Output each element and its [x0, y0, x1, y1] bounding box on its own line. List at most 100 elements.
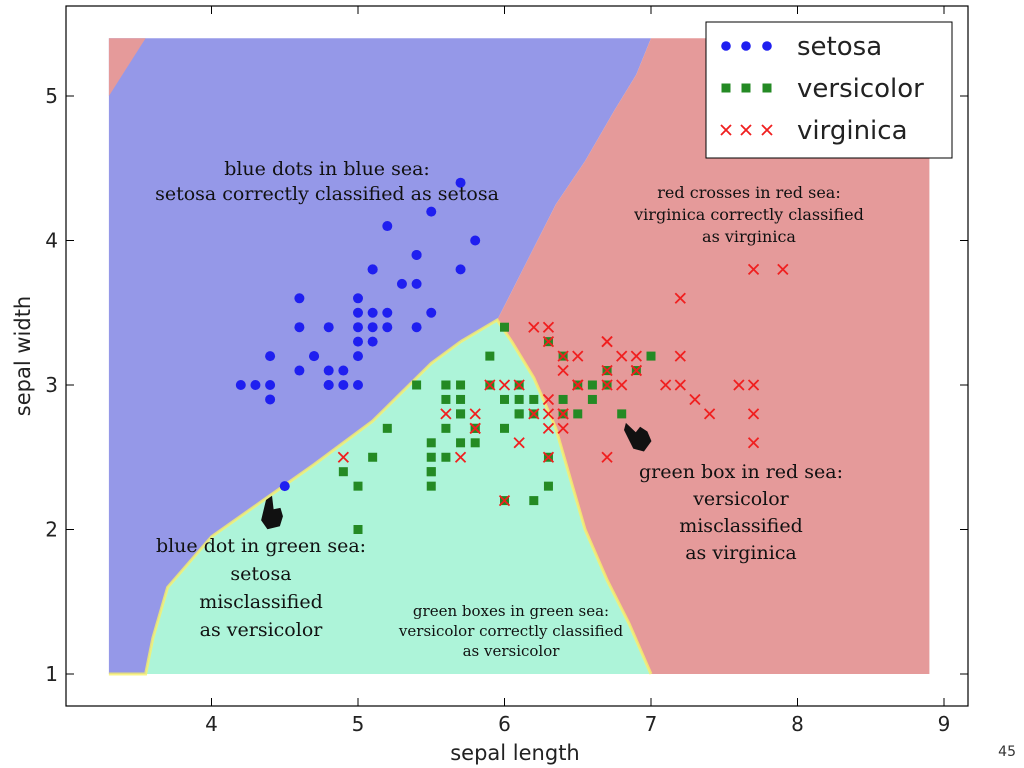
x-tick-label: 6: [498, 712, 511, 736]
setosa-point: [353, 351, 363, 362]
annotation-red-in-red: red crosses in red sea: virginica correct…: [633, 183, 864, 246]
versicolor-point: [456, 409, 466, 419]
region-setosa: [108, 38, 651, 674]
annotation-line: misclassified: [679, 515, 803, 537]
virginica-point: [557, 408, 569, 420]
versicolor-point: [485, 351, 495, 361]
legend-marker: [720, 124, 732, 136]
setosa-point: [294, 322, 305, 333]
legend-marker: [741, 83, 751, 93]
setosa-point: [294, 365, 305, 376]
setosa-point: [265, 380, 276, 390]
versicolor-point: [426, 481, 436, 491]
versicolor-point: [470, 438, 480, 448]
legend-marker: [740, 124, 752, 136]
setosa-point: [367, 322, 378, 333]
virginica-point: [484, 379, 496, 391]
versicolor-point: [426, 467, 436, 477]
annotation-line: green box in red sea:: [639, 461, 843, 483]
versicolor-point: [456, 380, 466, 390]
virginica-point: [542, 393, 555, 406]
virginica-point: [557, 350, 569, 362]
setosa-point: [455, 177, 466, 188]
virginica-point: [542, 422, 555, 434]
setosa-point: [309, 351, 320, 362]
setosa-point: [367, 336, 378, 347]
versicolor-point: [353, 481, 363, 491]
annotation-line: virginica correctly classified: [633, 205, 864, 224]
setosa-point: [279, 481, 290, 492]
annotation-blue-in-blue: blue dots in blue sea: setosa correctly c…: [155, 158, 499, 205]
versicolor-point: [514, 409, 524, 419]
virginica-point: [630, 364, 642, 377]
x-tick-label: 7: [645, 712, 658, 736]
setosa-point: [382, 322, 393, 333]
versicolor-point: [587, 380, 597, 390]
pointing-hand-icon: [624, 422, 652, 452]
virginica-point: [747, 263, 760, 276]
virginica-point: [616, 379, 628, 391]
annotation-line: as versicolor: [463, 642, 561, 660]
legend-marker: [762, 83, 772, 93]
versicolor-point: [382, 423, 392, 433]
annotation-line: versicolor: [692, 488, 789, 510]
annotation-line: misclassified: [199, 591, 323, 613]
versicolor-point: [412, 380, 422, 390]
x-axis-ticks: 4 5 6 7 8 9: [205, 6, 950, 736]
setosa-point: [265, 394, 276, 405]
setosa-point: [396, 278, 407, 289]
decision-regions: [108, 38, 930, 676]
versicolor-point: [338, 467, 348, 477]
virginica-point: [469, 422, 481, 434]
setosa-point: [353, 336, 363, 347]
legend-label-setosa: setosa: [797, 32, 882, 62]
y-tick-label: 1: [45, 662, 58, 686]
virginica-point: [528, 321, 540, 333]
annotation-line: as virginica: [685, 542, 797, 564]
virginica-point: [601, 364, 613, 377]
setosa-point: [426, 206, 437, 217]
y-tick-label: 3: [45, 373, 58, 397]
setosa-point: [235, 380, 246, 390]
legend-label-virginica: virginica: [797, 116, 908, 146]
region-virginica: [108, 38, 146, 96]
versicolor-point: [617, 409, 627, 419]
x-axis-label: sepal length: [450, 741, 580, 765]
pointer-hands: [261, 422, 652, 530]
versicolor-point: [456, 394, 466, 404]
setosa-point: [455, 264, 466, 275]
virginica-point: [528, 408, 540, 420]
setosa-point: [353, 380, 363, 390]
virginica-point: [513, 437, 525, 449]
versicolor-point: [529, 394, 539, 404]
x-tick-label: 8: [791, 712, 804, 736]
virginica-point: [674, 379, 686, 391]
legend-label-versicolor: versicolor: [797, 74, 924, 104]
y-tick-label: 2: [45, 518, 58, 542]
versicolor-point: [587, 394, 597, 404]
virginica-point: [498, 494, 511, 507]
virginica-point: [747, 408, 760, 420]
virginica-point: [513, 379, 525, 391]
virginica-point: [498, 379, 511, 391]
annotation-green-in-red: green box in red sea: versicolor misclassi…: [639, 461, 843, 564]
legend-marker: [761, 124, 773, 136]
versicolor-point: [500, 394, 509, 404]
annotations: blue dots in blue sea: setosa correctly c…: [155, 158, 864, 660]
virginica-point: [572, 379, 584, 391]
legend-marker: [762, 41, 772, 51]
annotation-line: versicolor correctly classified: [398, 622, 624, 640]
setosa-point: [367, 264, 378, 275]
virginica-point: [660, 379, 672, 391]
setosa-point: [338, 365, 349, 376]
data-points: [235, 177, 789, 534]
virginica-point: [689, 393, 701, 406]
annotation-blue-in-green: blue dot in green sea: setosa misclassifie…: [156, 535, 366, 641]
annotation-line: setosa correctly classified as setosa: [155, 183, 499, 205]
virginica-point: [630, 350, 642, 362]
plot-frame: [65, 5, 969, 707]
pointing-hand-icon: [261, 495, 283, 530]
virginica-point: [440, 408, 452, 420]
setosa-point: [323, 380, 334, 390]
setosa-point: [367, 307, 378, 318]
